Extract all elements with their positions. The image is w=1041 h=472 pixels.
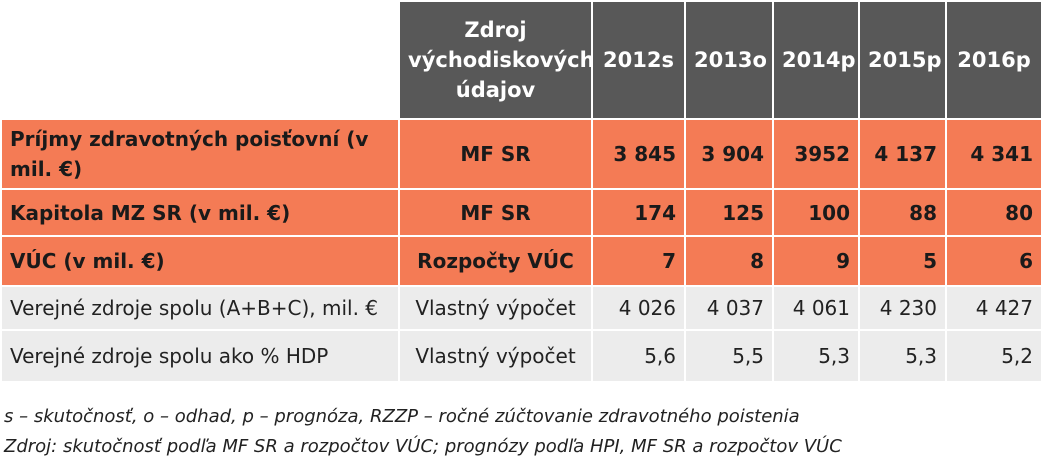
row-value: 174 [591, 188, 686, 237]
table-row: Verejné zdroje spolu ako % HDP Vlastný v… [0, 329, 1041, 383]
table-header-row: Zdroj východiskových údajov 2012s 2013o … [0, 0, 1041, 120]
row-value: 5,3 [772, 329, 860, 383]
table-row: VÚC (v mil. €) Rozpočty VÚC 7 8 9 5 6 [0, 235, 1041, 287]
row-value: 6 [945, 235, 1041, 287]
row-value: 4 230 [858, 285, 947, 331]
row-value: 3952 [772, 118, 860, 190]
table-notes: s – skutočnosť, o – odhad, p – prognóza,… [4, 402, 842, 462]
row-value: 4 037 [684, 285, 774, 331]
row-value: 4 137 [858, 118, 947, 190]
header-source: Zdroj východiskových údajov [398, 0, 593, 120]
table-row: Príjmy zdravotných poisťovní (v mil. €) … [0, 118, 1041, 190]
row-value: 80 [945, 188, 1041, 237]
row-label: Kapitola MZ SR (v mil. €) [0, 188, 400, 237]
legend-note: s – skutočnosť, o – odhad, p – prognóza,… [4, 406, 800, 427]
row-value: 5,3 [858, 329, 947, 383]
row-value: 5,2 [945, 329, 1041, 383]
row-source: Rozpočty VÚC [398, 235, 593, 287]
header-year: 2013o [684, 0, 774, 120]
row-value: 5,6 [591, 329, 686, 383]
row-label: Príjmy zdravotných poisťovní (v mil. €) [0, 118, 400, 190]
row-source: Vlastný výpočet [398, 329, 593, 383]
table-row: Kapitola MZ SR (v mil. €) MF SR 174 125 … [0, 188, 1041, 237]
row-value: 4 061 [772, 285, 860, 331]
row-value: 4 341 [945, 118, 1041, 190]
row-value: 9 [772, 235, 860, 287]
row-value: 4 026 [591, 285, 686, 331]
row-value: 7 [591, 235, 686, 287]
row-value: 100 [772, 188, 860, 237]
row-value: 5 [858, 235, 947, 287]
row-value: 8 [684, 235, 774, 287]
row-label: Verejné zdroje spolu (A+B+C), mil. € [0, 285, 400, 331]
source-note: Zdroj: skutočnosť podľa MF SR a rozpočto… [4, 436, 842, 457]
header-year: 2012s [591, 0, 686, 120]
row-value: 4 427 [945, 285, 1041, 331]
row-value: 3 904 [684, 118, 774, 190]
header-blank-cell [0, 0, 400, 120]
data-table: Zdroj východiskových údajov 2012s 2013o … [0, 0, 1041, 383]
row-label: Verejné zdroje spolu ako % HDP [0, 329, 400, 383]
row-value: 5,5 [684, 329, 774, 383]
row-source: MF SR [398, 188, 593, 237]
header-year: 2015p [858, 0, 947, 120]
row-value: 125 [684, 188, 774, 237]
table-row: Verejné zdroje spolu (A+B+C), mil. € Vla… [0, 285, 1041, 331]
header-year: 2016p [945, 0, 1041, 120]
row-value: 3 845 [591, 118, 686, 190]
row-source: MF SR [398, 118, 593, 190]
header-year: 2014p [772, 0, 860, 120]
row-value: 88 [858, 188, 947, 237]
row-label: VÚC (v mil. €) [0, 235, 400, 287]
row-source: Vlastný výpočet [398, 285, 593, 331]
